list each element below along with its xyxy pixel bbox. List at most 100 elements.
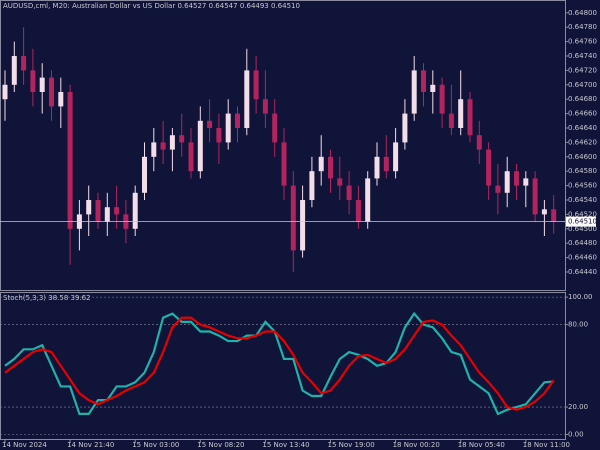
x-tick-label: 18 Nov 00:20 [393,441,440,449]
candle-body [411,70,417,114]
candle-body [114,207,120,215]
candle-body [104,207,110,222]
x-tick-label: 18 Nov 05:40 [458,441,505,449]
high-value: 0.64547 [209,2,238,10]
candle-body [58,92,64,107]
candle-body [225,113,231,143]
y-tick-label: 0.64440 [568,268,597,276]
candle-body [504,171,510,193]
y-tick-label: 0.64580 [568,167,597,175]
y-tick-label: 0.64720 [568,66,597,74]
candle-body [346,185,352,200]
candle-body [67,92,73,229]
candle-body [281,142,287,186]
y-tick-label: 0.64540 [568,196,597,204]
candle-body [365,178,371,222]
y-tick-label: 0.64460 [568,254,597,262]
candle-body [49,77,54,107]
candle-body [151,142,157,157]
candle-body [421,70,426,92]
candle-body [197,120,203,172]
y-tick-label: 0.64680 [568,95,597,103]
stoch-title: Stoch(5,3,3) 38.58 39.62 [3,294,91,302]
candle-body [39,77,45,92]
y-tick-label: 100.00 [568,293,593,301]
candle-body [532,178,538,215]
candle-body [142,156,147,193]
candle-body [188,142,194,172]
chart-title: AUDUSD,cml, M20: Australian Dollar vs US… [3,2,300,10]
symbol-title: AUDUSD,cml, M20: Australian Dollar vs US… [3,2,175,10]
candle-body [514,171,519,186]
candle-body [383,156,389,172]
x-tick-label: 15 Nov 03:00 [132,441,179,449]
y-tick-label: 0.64640 [568,124,597,132]
stoch-panel-border [0,292,566,440]
candle-body [486,149,492,186]
open-value: 0.64527 [177,2,206,10]
candle-body [160,142,166,150]
low-value: 0.64493 [240,2,269,10]
y-tick-label: 0.64760 [568,38,597,46]
candle-body [467,99,473,136]
candle-body [179,135,185,143]
indicator-name: Stoch(5,3,3) [3,294,46,302]
candle-body [551,209,557,222]
candle-body [21,56,27,71]
y-tick-label: 0.00 [568,431,584,439]
stoch-line [4,316,555,411]
main-panel-border [0,0,566,291]
x-tick-label: 15 Nov 08:20 [197,441,244,449]
x-tick-label: 15 Nov 19:00 [328,441,375,449]
y-tick-label: 80.00 [568,321,588,329]
y-tick-label: 0.64500 [568,225,597,233]
candle-body [355,200,361,222]
candle-body [328,156,333,179]
candle-body [86,200,92,215]
candle-body [541,209,547,215]
y-tick-label: 0.64520 [568,210,597,218]
x-tick-label: 14 Nov 2024 [2,441,47,449]
d-value: 39.62 [71,294,91,302]
y-tick-label: 0.64480 [568,239,597,247]
candle-body [216,128,222,143]
y-tick-label: 0.64620 [568,138,597,146]
candle-body [272,113,278,143]
candle-body [439,84,445,114]
last-price-label: 0.64510 [568,218,597,226]
y-tick-label: 0.64740 [568,52,597,60]
candle-body [290,185,296,251]
candle-body [309,171,315,200]
candle-body [458,99,464,128]
candle-body [393,142,399,172]
candle-body [132,192,138,229]
candle-body [253,70,259,100]
y-tick-label: 20.00 [568,403,588,411]
candle-body [262,99,268,114]
candle-body [374,156,380,179]
candle-body [300,200,306,251]
candle-body [318,156,324,172]
x-tick-label: 15 Nov 13:40 [262,441,309,449]
y-tick-label: 0.64600 [568,153,597,161]
candle-body [169,135,175,150]
candle-body [95,200,101,222]
candle-body [2,84,8,100]
k-value: 38.58 [48,294,68,302]
y-tick-label: 0.64780 [568,23,597,31]
candle-body [11,56,17,85]
candle-body [207,120,213,128]
last-price-tag [566,216,596,227]
y-tick-label: 0.64700 [568,81,597,89]
candle-body [235,113,240,128]
candle-body [476,135,482,150]
y-tick-label: 0.64800 [568,9,597,17]
candle-body [30,70,36,92]
y-tick-label: 0.64560 [568,182,597,190]
candle-body [402,113,408,143]
candle-body [448,113,454,128]
candle-body [495,185,501,193]
x-tick-label: 14 Nov 21:40 [67,441,114,449]
